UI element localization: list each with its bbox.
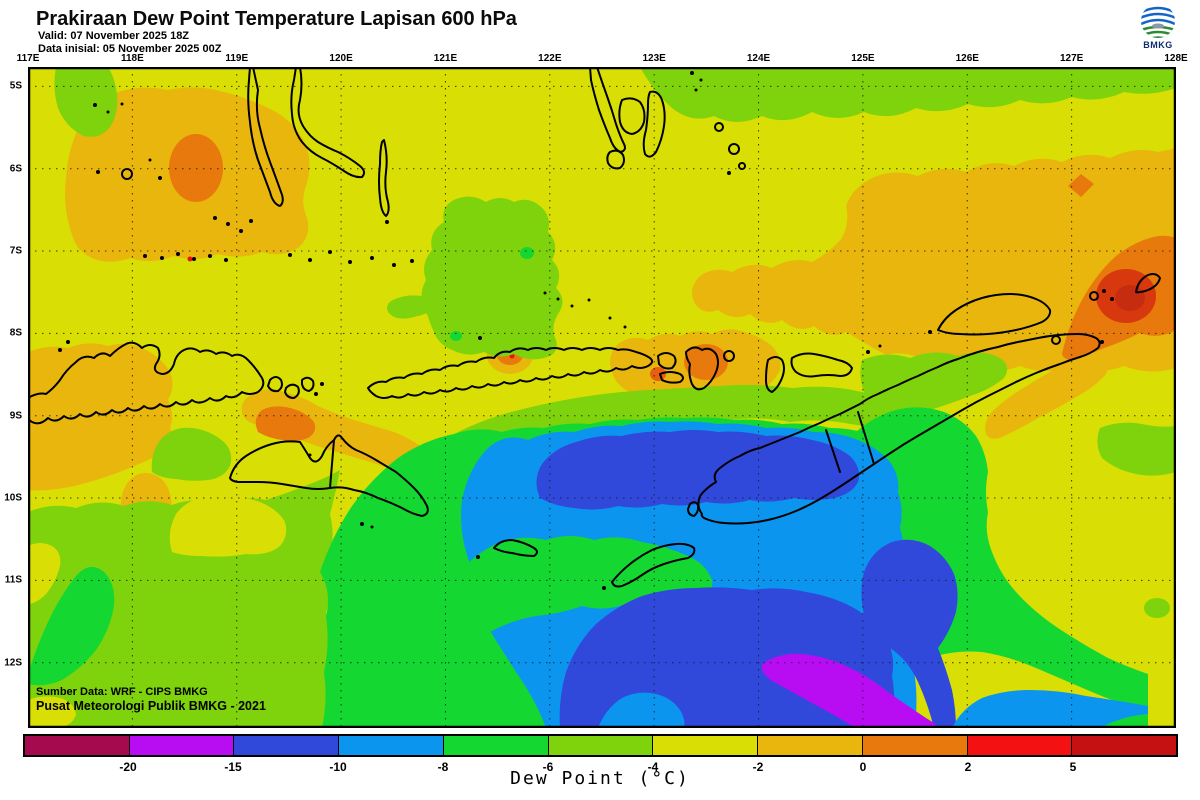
page-title: Prakiraan Dew Point Temperature Lapisan …: [36, 8, 517, 30]
lon-label-122E: 122E: [538, 53, 562, 64]
colorbar-tick-0: 0: [859, 760, 867, 774]
lat-label-12S: 12S: [4, 657, 22, 669]
lat-label-11S: 11S: [4, 574, 22, 586]
lon-label-128E: 128E: [1164, 53, 1188, 64]
lat-label-6S: 6S: [9, 163, 22, 175]
lat-label-10S: 10S: [4, 492, 22, 504]
lat-label-5S: 5S: [9, 80, 22, 92]
colorbar-tick-2: 2: [964, 760, 972, 774]
colorbar-tick--6: -6: [542, 760, 554, 774]
lat-label-8S: 8S: [9, 327, 22, 339]
colorbar-tick--10: -10: [329, 760, 347, 774]
colorbar-segment-8: [861, 736, 967, 755]
colorbar-segment-1: [128, 736, 234, 755]
dewpoint-contour-map: [28, 67, 1176, 728]
lon-label-117E: 117E: [16, 53, 40, 64]
yellow-patches: [28, 495, 287, 728]
data-source-label: Sumber Data: WRF - CIPS BMKG: [36, 686, 208, 698]
lon-label-120E: 120E: [329, 53, 353, 64]
colorbar-segment-0: [25, 736, 129, 755]
colorbar-tick--4: -4: [647, 760, 659, 774]
colorbar-segment-6: [652, 736, 758, 755]
lat-label-9S: 9S: [9, 410, 22, 422]
lon-label-123E: 123E: [642, 53, 666, 64]
valid-time-label: Valid: 07 November 2025 18Z: [38, 30, 190, 42]
colorbar-segment-3: [338, 736, 443, 755]
colorbar-segment-5: [547, 736, 653, 755]
graticule-grid: [28, 67, 1176, 728]
bmkg-logo-label: BMKG: [1143, 40, 1173, 50]
coastlines: [28, 67, 1161, 588]
init-time-label: Data inisial: 05 November 2025 00Z: [38, 43, 222, 55]
lon-label-127E: 127E: [1059, 53, 1084, 64]
colorbar-segment-10: [1071, 736, 1177, 755]
bmkg-logo-icon: [1141, 4, 1175, 38]
map-border: [28, 67, 1176, 728]
colorbar-segment-2: [233, 736, 339, 755]
lon-label-118E: 118E: [120, 53, 144, 64]
lon-label-119E: 119E: [225, 53, 249, 64]
colorbar-segment-9: [966, 736, 1072, 755]
colorbar-tick--8: -8: [437, 760, 449, 774]
lon-label-124E: 124E: [746, 53, 771, 64]
lon-label-126E: 126E: [955, 53, 979, 64]
map-area: [28, 67, 1176, 728]
colorbar-tick--15: -15: [224, 760, 242, 774]
colorbar-tick--20: -20: [119, 760, 137, 774]
publisher-label: Pusat Meteorologi Publik BMKG - 2021: [36, 699, 266, 713]
colorbar-legend: [23, 734, 1178, 757]
colorbar-segment-4: [442, 736, 548, 755]
colorbar-tick--2: -2: [752, 760, 764, 774]
lime-regions: [28, 67, 1176, 728]
colorbar-tick-5: 5: [1069, 760, 1077, 774]
colorbar-title: Dew Point (°C): [510, 768, 690, 789]
lon-label-125E: 125E: [851, 53, 875, 64]
lat-label-7S: 7S: [9, 245, 22, 257]
islet-dots: [58, 71, 1114, 590]
colorbar-segment-7: [757, 736, 862, 755]
lon-label-121E: 121E: [433, 53, 458, 64]
